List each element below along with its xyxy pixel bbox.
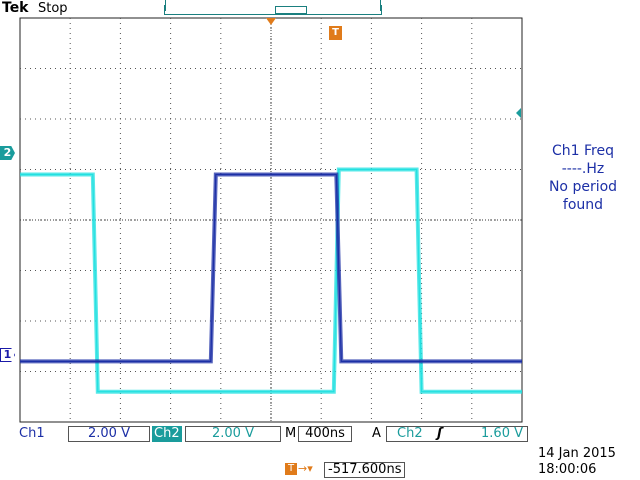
record-length-bar	[164, 0, 382, 15]
ch1-trace-core	[20, 173, 522, 362]
measurement-status-2: found	[562, 197, 604, 213]
trigger-position-icon: T	[285, 463, 297, 475]
ch2-ground-marker: 2	[0, 146, 15, 160]
arrow-right-icon: →▾	[298, 462, 313, 475]
trigger-offset[interactable]: -517.600ns	[324, 462, 406, 478]
trigger-level-marker	[516, 108, 521, 118]
ch2-trace-core	[20, 168, 522, 393]
measurement-title: Ch1 Freq	[552, 143, 614, 159]
status-bar: Ch1 2.00 V Ch2 2.00 V M 400ns A Ch2 ʃ 1.…	[0, 426, 530, 442]
ch1-ground-marker: 1	[0, 348, 15, 362]
date-display: 14 Jan 2015	[538, 446, 616, 461]
ch2-scale[interactable]: 2.00 V	[185, 426, 281, 442]
graticule	[19, 17, 523, 423]
ch1-scale[interactable]: 2.00 V	[68, 426, 150, 442]
trigger-time-marker	[266, 18, 276, 25]
ch2-label[interactable]: Ch2	[152, 426, 182, 442]
trigger-point-marker: T	[329, 26, 342, 40]
time-display: 18:00:06	[538, 462, 597, 477]
timebase-label: M	[285, 426, 297, 441]
trigger-settings[interactable]: Ch2 ʃ 1.60 V	[386, 426, 528, 442]
rising-edge-icon: ʃ	[437, 426, 443, 441]
timebase-value[interactable]: 400ns	[298, 426, 352, 442]
brand-logo: Tek	[2, 0, 29, 16]
measurement-readout: Ch1 Freq ----.Hz No period found	[528, 142, 638, 214]
waveform-traces	[20, 167, 522, 394]
measurement-status: No period	[548, 179, 618, 195]
run-status: Stop	[38, 1, 68, 16]
trigger-source: Ch2	[397, 426, 423, 441]
ch1-label[interactable]: Ch1	[19, 426, 45, 441]
acquisition-mode: A	[372, 426, 381, 441]
record-window-indicator	[275, 6, 307, 14]
measurement-value: ----.Hz	[561, 161, 605, 177]
trigger-level: 1.60 V	[481, 426, 523, 441]
